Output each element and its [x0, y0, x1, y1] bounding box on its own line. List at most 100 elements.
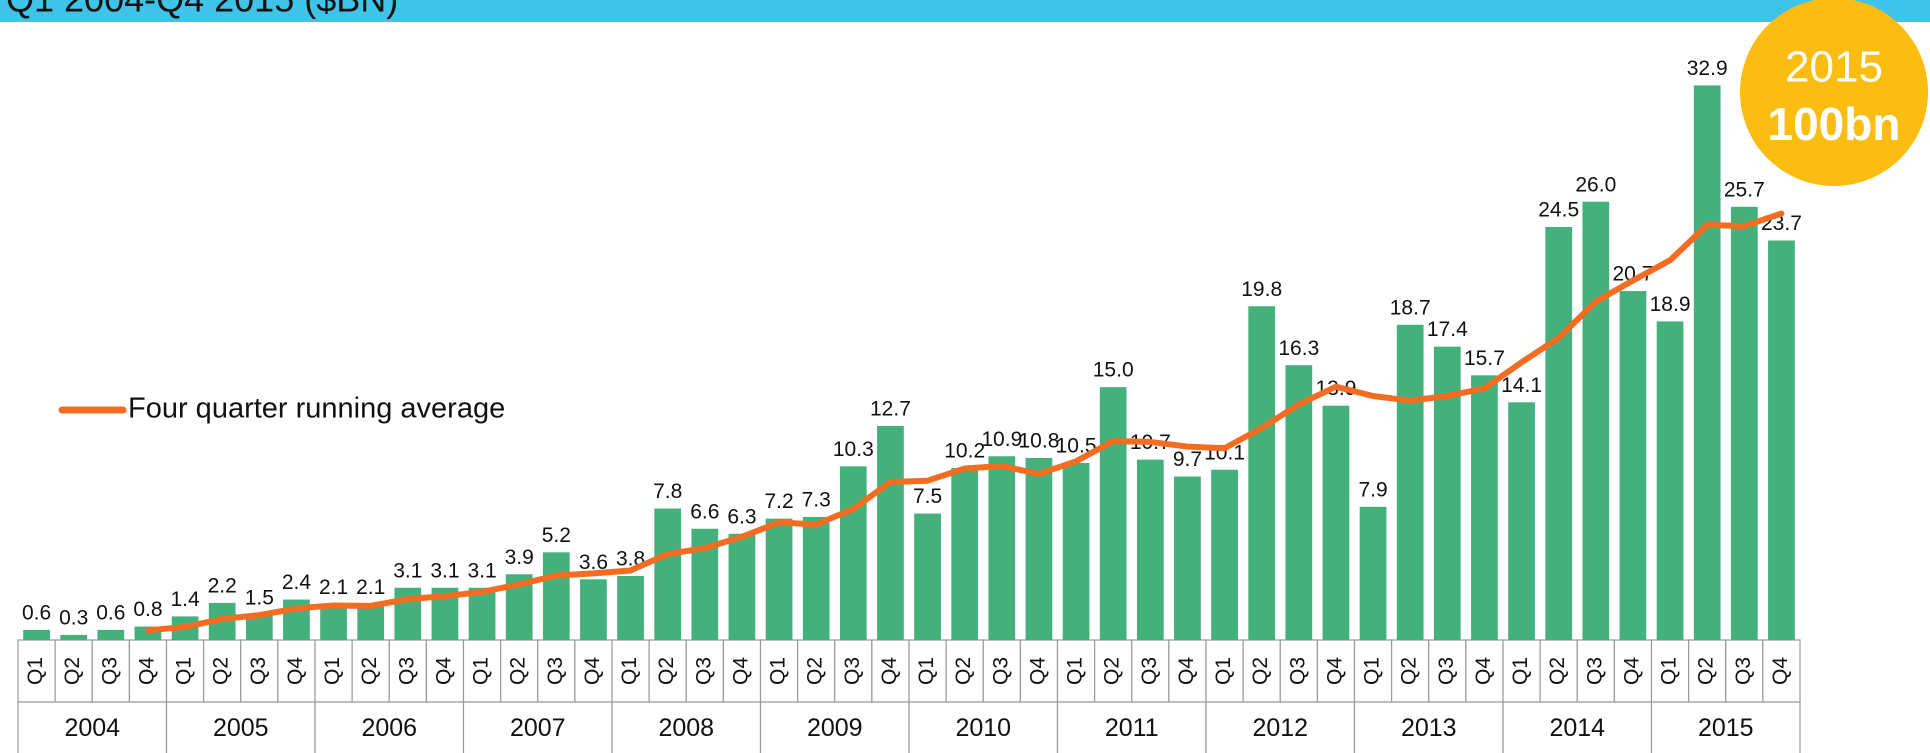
x-tick-label: Q1 [1658, 657, 1681, 685]
bar [988, 456, 1016, 640]
x-tick-label: Q1 [173, 657, 196, 685]
data-label: 10.5 [1056, 435, 1097, 458]
category-cell [1316, 639, 1356, 703]
chart-title: Q1 2004-Q4 2015 ($BN) [6, 0, 398, 20]
x-tick-label: Q1 [470, 657, 493, 685]
x-tick-label: Q1 [1212, 657, 1235, 685]
x-tick-label: Q4 [729, 657, 752, 685]
year-cell [165, 701, 316, 753]
data-label: 9.7 [1173, 448, 1202, 471]
x-tick-label: Q4 [432, 657, 455, 685]
bar [654, 508, 682, 640]
x-tick-label: Q3 [989, 657, 1012, 685]
x-tick-label: Q1 [915, 657, 938, 685]
x-tick-label: Q1 [618, 657, 641, 685]
category-cell [537, 639, 576, 703]
data-label: 6.6 [690, 500, 719, 523]
year-label: 2007 [510, 714, 566, 742]
bar [320, 604, 347, 640]
category-cell [982, 639, 1021, 703]
x-tick-label: Q2 [1398, 657, 1421, 685]
x-tick-label: Q1 [1361, 657, 1384, 685]
x-tick-label: Q4 [1026, 657, 1049, 685]
x-tick-label: Q4 [1620, 657, 1643, 685]
bar [1025, 457, 1053, 640]
x-tick-label: Q3 [841, 657, 864, 685]
x-tick-label: Q4 [1472, 657, 1495, 685]
x-tick-label: Q2 [1546, 657, 1569, 685]
legend-label: Four quarter running average [128, 393, 505, 425]
bar [1656, 321, 1684, 640]
data-label: 17.4 [1427, 318, 1468, 341]
data-label: 10.2 [944, 440, 985, 463]
data-label: 12.7 [870, 397, 911, 420]
bar [1693, 85, 1721, 640]
category-cell [1205, 639, 1244, 703]
x-tick-label: Q3 [544, 657, 567, 685]
data-label: 7.3 [802, 488, 831, 511]
data-label: 5.2 [542, 524, 571, 547]
category-cell [277, 639, 316, 703]
x-tick-label: Q4 [878, 657, 901, 685]
data-label: 7.2 [764, 490, 793, 513]
bar [1322, 405, 1350, 640]
bar [1582, 201, 1610, 640]
category-cell [1502, 639, 1541, 703]
x-tick-label: Q2 [1249, 657, 1272, 685]
data-label: 26.0 [1575, 173, 1616, 196]
x-tick-label: Q2 [358, 657, 381, 685]
bar [802, 516, 830, 640]
category-cell [1762, 639, 1801, 703]
data-label: 1.4 [170, 588, 200, 611]
x-tick-label: Q2 [655, 657, 678, 685]
category-cell [1428, 639, 1467, 703]
data-label: 6.3 [727, 505, 756, 528]
category-cell [203, 639, 242, 703]
x-tick-label: Q2 [1101, 657, 1124, 685]
year-cell [1650, 701, 1801, 753]
x-tick-label: Q1 [767, 657, 790, 685]
x-tick-label: Q4 [581, 657, 604, 685]
bar [542, 552, 570, 640]
x-tick-label: Q4 [1769, 657, 1792, 685]
category-cell [1131, 639, 1170, 703]
data-label: 2.2 [208, 574, 237, 597]
bar [97, 629, 125, 640]
x-tick-label: Q1 [1509, 657, 1532, 685]
year-label: 2004 [64, 714, 120, 742]
header-band [0, 0, 1930, 22]
x-tick-label: Q1 [1064, 657, 1087, 685]
bar [765, 518, 793, 640]
data-label: 0.6 [96, 601, 125, 624]
data-label: 3.1 [467, 559, 496, 582]
bar [1248, 306, 1276, 640]
data-label: 2.4 [282, 571, 312, 594]
data-label: 20.7 [1613, 263, 1654, 286]
data-label: 7.8 [653, 480, 682, 503]
bar [1545, 227, 1573, 640]
x-tick-label: Q3 [1138, 657, 1161, 685]
data-label: 16.3 [1278, 337, 1319, 360]
bar [1471, 375, 1498, 640]
x-tick-label: Q4 [135, 657, 158, 685]
data-label: 7.5 [913, 485, 942, 508]
year-label: 2015 [1698, 714, 1754, 742]
bar [914, 513, 941, 640]
x-tick-label: Q4 [1175, 657, 1198, 685]
x-tick-label: Q3 [1286, 657, 1309, 685]
year-label: 2009 [807, 714, 863, 742]
x-tick-label: Q1 [321, 657, 344, 685]
data-label: 14.1 [1501, 374, 1542, 397]
bar [877, 425, 904, 640]
data-label: 10.9 [981, 428, 1022, 451]
x-tick-label: Q2 [61, 657, 84, 685]
year-cell [1056, 701, 1207, 753]
badge [1740, 0, 1928, 186]
category-cell [314, 639, 353, 703]
x-tick-label: Q4 [284, 657, 307, 685]
bar [1508, 402, 1535, 640]
year-label: 2014 [1549, 714, 1605, 742]
year-cell [611, 701, 762, 753]
data-label: 0.6 [22, 601, 51, 624]
bar [839, 466, 867, 640]
